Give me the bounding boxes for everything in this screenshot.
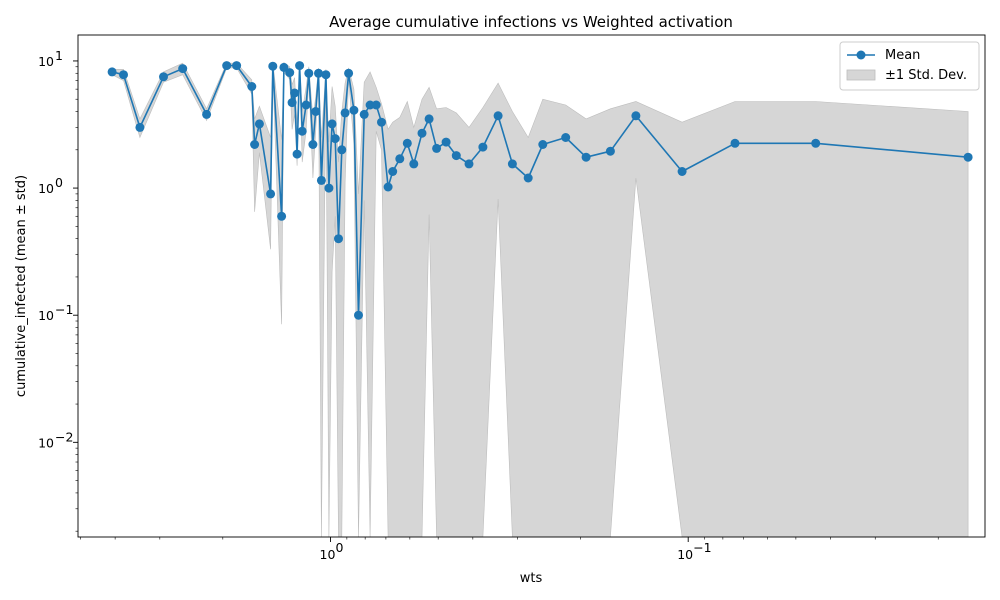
- legend: Mean ±1 Std. Dev.: [839, 41, 980, 91]
- legend-mean-label: Mean: [885, 48, 920, 63]
- mean-point: [561, 133, 571, 142]
- mean-point: [279, 62, 289, 72]
- x-tick-label: 10: [677, 547, 693, 562]
- mean-point: [301, 100, 311, 110]
- mean-point: [349, 105, 359, 115]
- mean-point: [417, 128, 427, 138]
- mean-point: [295, 61, 305, 71]
- mean-point: [285, 68, 295, 78]
- mean-point: [290, 88, 300, 98]
- mean-point: [311, 107, 321, 116]
- mean-point: [334, 234, 343, 244]
- mean-point: [451, 151, 461, 161]
- mean-point: [538, 140, 548, 149]
- mean-point: [388, 167, 398, 176]
- mean-marker-layer: [107, 61, 973, 320]
- mean-point: [493, 111, 503, 121]
- mean-point: [523, 173, 533, 183]
- mean-point: [730, 138, 740, 148]
- mean-point: [316, 175, 326, 185]
- mean-point: [297, 126, 307, 136]
- mean-point: [432, 143, 442, 153]
- mean-point: [277, 211, 287, 221]
- mean-point: [631, 111, 641, 121]
- mean-point: [478, 142, 488, 152]
- mean-point: [327, 119, 337, 129]
- mean-point: [314, 68, 323, 78]
- mean-point: [321, 70, 331, 80]
- mean-point: [222, 61, 232, 71]
- y-tick-label: 10: [38, 54, 54, 69]
- y-tick-label: 10: [38, 181, 54, 196]
- mean-point: [340, 108, 350, 118]
- mean-point: [371, 100, 381, 110]
- mean-point: [963, 152, 973, 162]
- mean-point: [811, 138, 821, 148]
- legend-band-label: ±1 Std. Dev.: [885, 68, 967, 83]
- mean-point: [292, 149, 302, 159]
- mean-point: [402, 138, 412, 148]
- legend-band-swatch: [846, 69, 876, 81]
- mean-point: [232, 61, 242, 71]
- mean-point: [202, 109, 212, 119]
- mean-point: [135, 122, 145, 132]
- y-tick-exponent: 0: [55, 175, 63, 190]
- mean-point: [287, 98, 297, 108]
- x-axis-label: wts: [520, 571, 543, 586]
- mean-point: [178, 64, 188, 74]
- mean-point: [424, 114, 434, 124]
- x-tick-label: 10: [320, 547, 336, 562]
- mean-point: [250, 140, 260, 149]
- mean-point: [377, 117, 386, 127]
- mean-point: [107, 67, 117, 77]
- x-tick-exponent: 0: [335, 540, 343, 555]
- mean-point: [581, 152, 591, 162]
- mean-point: [344, 68, 354, 78]
- mean-point: [677, 167, 687, 176]
- mean-point: [304, 68, 314, 78]
- mean-point: [395, 154, 405, 164]
- legend-mean-marker: [856, 50, 866, 60]
- mean-point: [383, 182, 393, 192]
- plot-area: [77, 34, 986, 538]
- y-tick-label: 10: [38, 435, 54, 450]
- x-axis: 10 0 10 −1: [80, 537, 939, 562]
- y-tick-exponent: −2: [55, 429, 73, 444]
- y-tick-label: 10: [38, 308, 54, 323]
- mean-point: [254, 119, 264, 129]
- mean-point: [308, 140, 318, 149]
- mean-point: [605, 146, 615, 156]
- mean-point: [266, 189, 276, 199]
- x-tick-exponent: −1: [693, 540, 711, 555]
- mean-point: [324, 183, 334, 193]
- mean-point: [464, 159, 474, 169]
- chart-title: Average cumulative infections vs Weighte…: [329, 13, 733, 31]
- plot-frame: [77, 34, 986, 538]
- mean-point: [409, 159, 419, 169]
- mean-point: [441, 137, 451, 147]
- mean-point: [359, 109, 369, 119]
- mean-point: [119, 70, 128, 80]
- mean-point: [337, 145, 347, 155]
- mean-point: [354, 310, 363, 320]
- mean-point: [268, 61, 278, 71]
- y-tick-exponent: 1: [55, 48, 63, 63]
- mean-point: [247, 82, 257, 91]
- mean-point: [507, 159, 517, 169]
- mean-point: [330, 134, 340, 144]
- mean-point: [159, 72, 168, 82]
- y-tick-exponent: −1: [55, 302, 73, 317]
- y-axis-label: cumulative_infected (mean ± std): [14, 175, 29, 397]
